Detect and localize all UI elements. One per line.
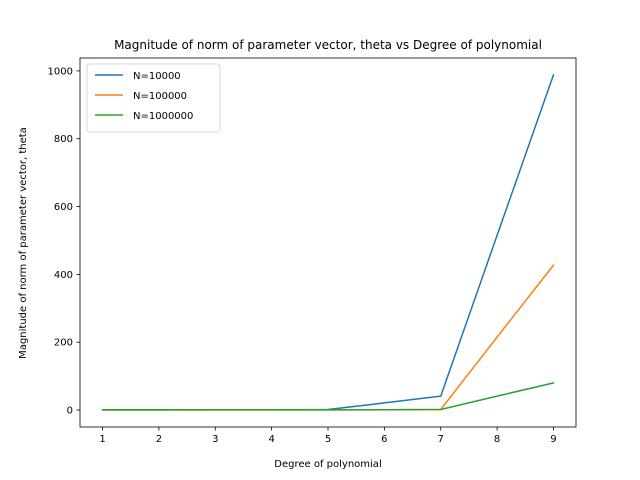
y-tick-label: 400 <box>54 270 73 281</box>
x-tick-label: 2 <box>156 434 162 445</box>
plot-area: 1 2 3 4 5 6 7 8 9 0 200 400 600 800 1000 N=10000 N=10000… <box>48 57 577 445</box>
y-tick-label: 200 <box>54 338 73 349</box>
series-line-2 <box>101 264 555 411</box>
y-tick-label: 800 <box>54 134 73 145</box>
x-tick-label: 9 <box>550 434 556 445</box>
x-tick-label: 6 <box>381 434 387 445</box>
x-tick-label: 5 <box>325 434 331 445</box>
y-tick-label: 600 <box>54 202 73 213</box>
y-tick-label: 0 <box>67 406 73 417</box>
x-tick-label: 1 <box>99 434 105 445</box>
y-tick-label: 1000 <box>48 66 73 77</box>
x-axis-label: Degree of polynomial <box>274 459 381 470</box>
x-tick-label: 8 <box>494 434 500 445</box>
x-tick-label: 4 <box>268 434 274 445</box>
legend-label-3: N=1000000 <box>133 111 193 122</box>
x-tick-label: 3 <box>212 434 218 445</box>
chart-title: Magnitude of norm of parameter vector, t… <box>114 38 542 52</box>
y-axis-label: Magnitude of norm of parameter vector, t… <box>18 127 29 359</box>
legend-label-1: N=10000 <box>133 71 181 82</box>
legend-label-2: N=100000 <box>133 91 187 102</box>
x-tick-label: 7 <box>438 434 444 445</box>
series-line-3 <box>101 382 555 411</box>
